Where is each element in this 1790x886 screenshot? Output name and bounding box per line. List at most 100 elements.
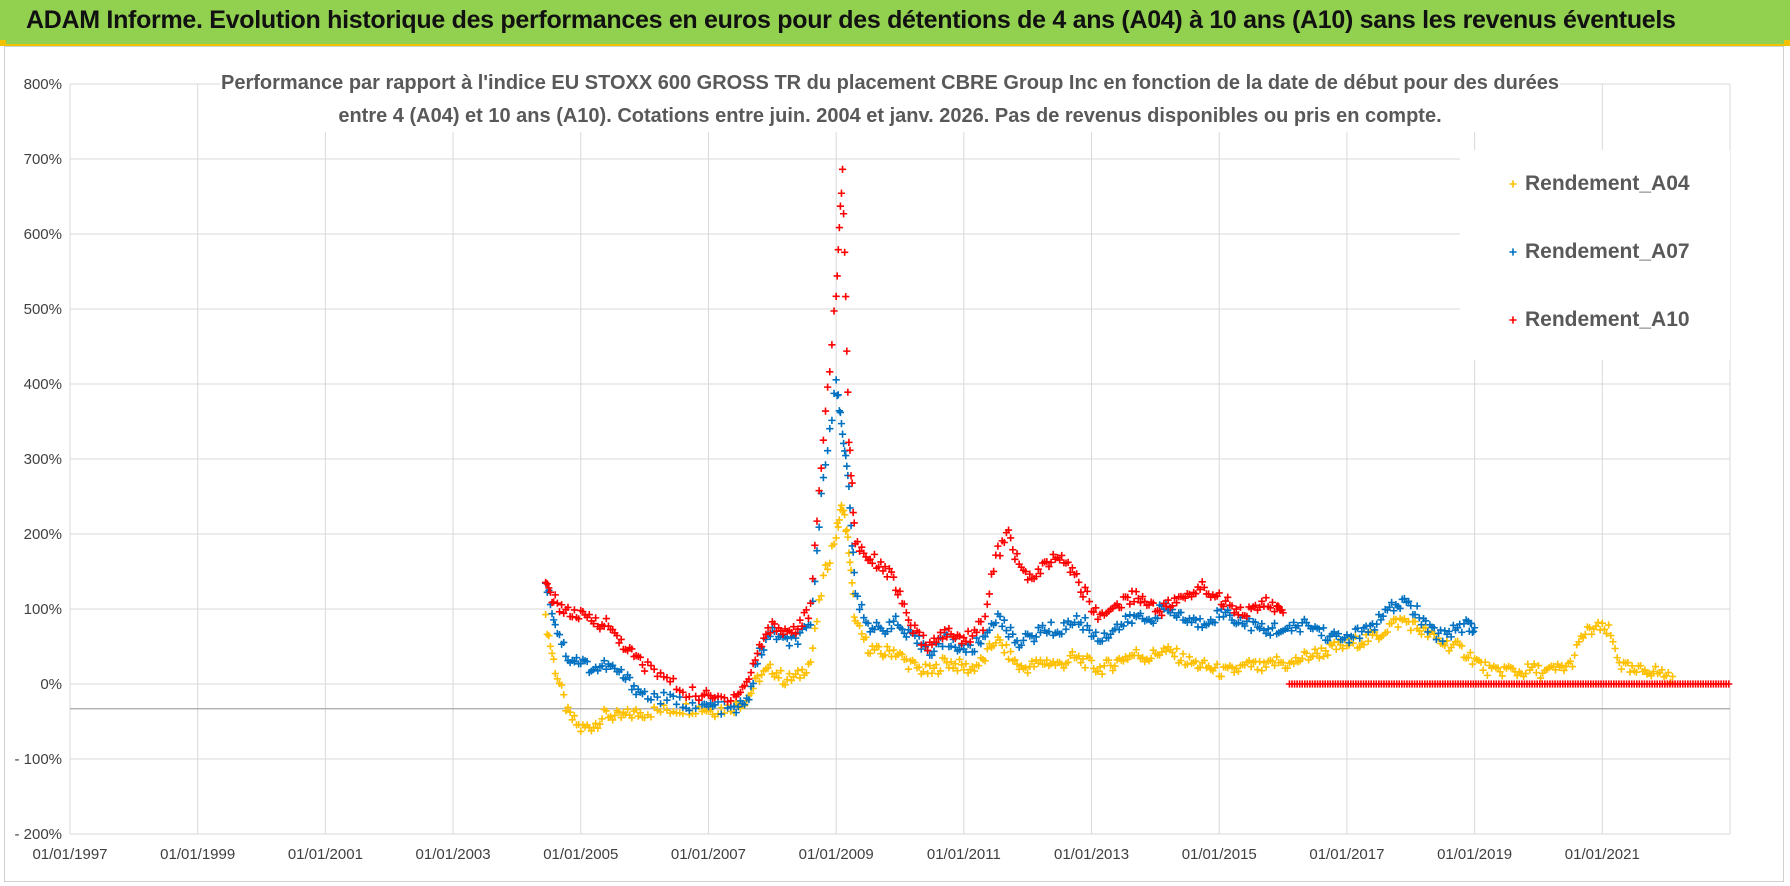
data-point xyxy=(758,651,766,659)
data-point xyxy=(1179,650,1187,658)
data-point xyxy=(551,621,559,629)
data-point xyxy=(1079,593,1087,601)
data-point xyxy=(828,416,836,424)
data-point xyxy=(1036,656,1045,664)
data-point xyxy=(955,632,964,640)
data-point xyxy=(1430,630,1438,638)
data-point xyxy=(1109,666,1117,675)
data-point xyxy=(911,621,919,629)
data-point xyxy=(811,541,819,549)
data-point xyxy=(775,674,783,682)
data-point xyxy=(872,619,881,627)
data-point xyxy=(1081,583,1089,591)
data-point xyxy=(828,341,836,349)
data-point xyxy=(921,641,930,649)
data-point xyxy=(830,307,838,315)
data-point xyxy=(1385,603,1394,611)
data-point xyxy=(1607,631,1615,640)
data-point xyxy=(758,642,766,651)
data-point xyxy=(609,716,617,724)
data-point xyxy=(809,575,817,583)
data-point xyxy=(911,658,919,667)
data-point xyxy=(1405,597,1413,605)
data-point xyxy=(898,625,906,633)
data-point xyxy=(592,614,600,622)
data-point xyxy=(1641,666,1649,674)
data-point xyxy=(1592,622,1600,630)
data-point xyxy=(755,677,764,685)
data-point xyxy=(1317,644,1325,652)
data-point xyxy=(1424,628,1432,636)
banner-corner-left xyxy=(0,40,6,46)
data-point xyxy=(660,688,668,697)
data-point xyxy=(1028,657,1036,665)
data-point xyxy=(951,643,959,651)
data-point xyxy=(777,627,785,635)
data-point xyxy=(1147,654,1155,662)
data-point xyxy=(1588,630,1596,638)
data-point xyxy=(815,523,823,531)
data-point xyxy=(913,639,921,647)
data-point xyxy=(1509,316,1517,324)
data-point xyxy=(1021,664,1030,672)
data-point xyxy=(858,630,866,638)
y-tick-label: 500% xyxy=(24,301,62,318)
data-point xyxy=(802,669,810,677)
data-point xyxy=(779,630,787,639)
banner-corner-right xyxy=(1784,40,1790,46)
data-point xyxy=(628,714,636,722)
data-point xyxy=(904,665,913,673)
data-point xyxy=(804,614,813,622)
y-tick-label: 400% xyxy=(24,376,62,393)
data-point xyxy=(1494,664,1502,672)
data-point xyxy=(717,704,725,712)
data-point xyxy=(826,425,834,433)
data-point xyxy=(1134,594,1142,603)
data-point xyxy=(787,628,796,637)
data-point xyxy=(855,605,864,614)
data-point xyxy=(860,549,868,557)
data-point xyxy=(546,588,555,596)
data-point xyxy=(1268,624,1277,632)
data-point xyxy=(545,584,553,592)
data-point xyxy=(951,634,959,643)
data-point xyxy=(1364,628,1372,636)
data-point xyxy=(1177,608,1185,617)
data-point xyxy=(1322,647,1330,655)
data-point xyxy=(548,610,556,618)
data-point xyxy=(1128,619,1136,627)
series-Rendement_A10 xyxy=(542,165,1733,706)
data-point xyxy=(1132,588,1140,596)
data-point xyxy=(1262,629,1270,638)
chart-title-background xyxy=(220,66,1560,132)
data-point xyxy=(968,663,976,671)
data-point xyxy=(1081,614,1089,622)
data-point xyxy=(553,599,561,607)
data-point xyxy=(1047,618,1055,626)
data-point xyxy=(641,687,649,696)
data-point xyxy=(835,223,843,232)
data-point xyxy=(570,606,578,614)
x-tick-label: 01/01/2011 xyxy=(927,846,1001,863)
data-point xyxy=(1356,643,1364,651)
data-point xyxy=(568,716,576,724)
data-point xyxy=(837,420,846,428)
data-point xyxy=(1217,672,1225,680)
data-point xyxy=(890,617,898,625)
data-point xyxy=(1274,602,1282,610)
data-point xyxy=(1000,538,1008,547)
data-point xyxy=(727,697,735,705)
data-point xyxy=(1268,657,1277,665)
data-point xyxy=(792,630,800,638)
data-point xyxy=(1262,594,1270,602)
data-point xyxy=(1258,597,1266,605)
data-point xyxy=(838,165,847,173)
data-point xyxy=(1036,628,1045,637)
data-point xyxy=(594,724,602,732)
data-point xyxy=(928,669,936,677)
data-point xyxy=(985,626,993,634)
data-point xyxy=(1017,641,1025,649)
data-point xyxy=(692,704,700,712)
data-point xyxy=(1628,662,1636,670)
data-point xyxy=(1605,621,1613,629)
